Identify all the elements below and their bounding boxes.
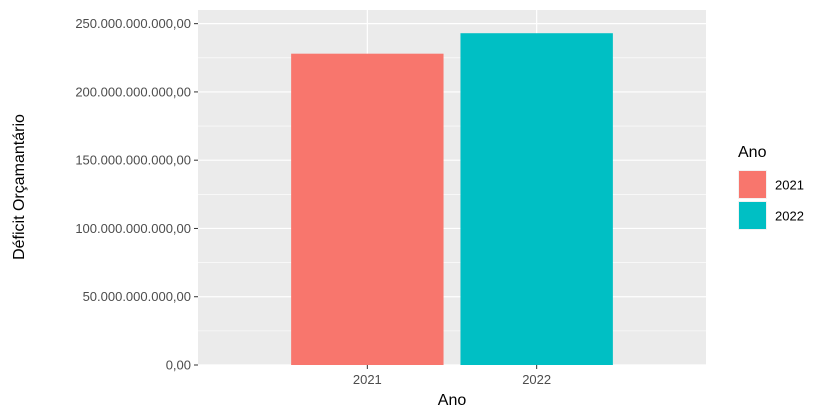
y-tick-label: 150.000.000.000,00 bbox=[75, 153, 191, 168]
bar-2021 bbox=[291, 53, 444, 365]
x-tick-label: 2022 bbox=[522, 372, 551, 387]
legend-label-2021: 2021 bbox=[775, 178, 804, 193]
minor-gridlines bbox=[198, 57, 706, 332]
x-axis-title: Ano bbox=[438, 392, 467, 409]
legend-key-2022 bbox=[739, 202, 766, 229]
bar-2022 bbox=[460, 33, 613, 365]
legend-title: Ano bbox=[738, 144, 767, 161]
y-tick-label: 250.000.000.000,00 bbox=[75, 16, 191, 31]
plot-panel bbox=[198, 10, 706, 365]
x-axis-ticks: 2021 2022 bbox=[353, 365, 551, 387]
y-tick-label: 100.000.000.000,00 bbox=[75, 221, 191, 236]
bars bbox=[291, 33, 613, 365]
legend: Ano 2021 2022 bbox=[738, 144, 804, 230]
legend-items: 2021 2022 bbox=[738, 170, 804, 230]
x-tick-label: 2021 bbox=[353, 372, 382, 387]
y-tick-label: 200.000.000.000,00 bbox=[75, 84, 191, 99]
legend-label-2022: 2022 bbox=[775, 209, 804, 224]
y-tick-label: 0,00 bbox=[166, 358, 191, 373]
y-tick-label: 50.000.000.000,00 bbox=[83, 289, 191, 304]
y-axis-title: Déficit Orçamantário bbox=[11, 114, 28, 260]
y-axis-ticks: 0,00 50.000.000.000,00 100.000.000.000,00 1… bbox=[75, 16, 198, 373]
legend-key-2021 bbox=[739, 171, 766, 198]
